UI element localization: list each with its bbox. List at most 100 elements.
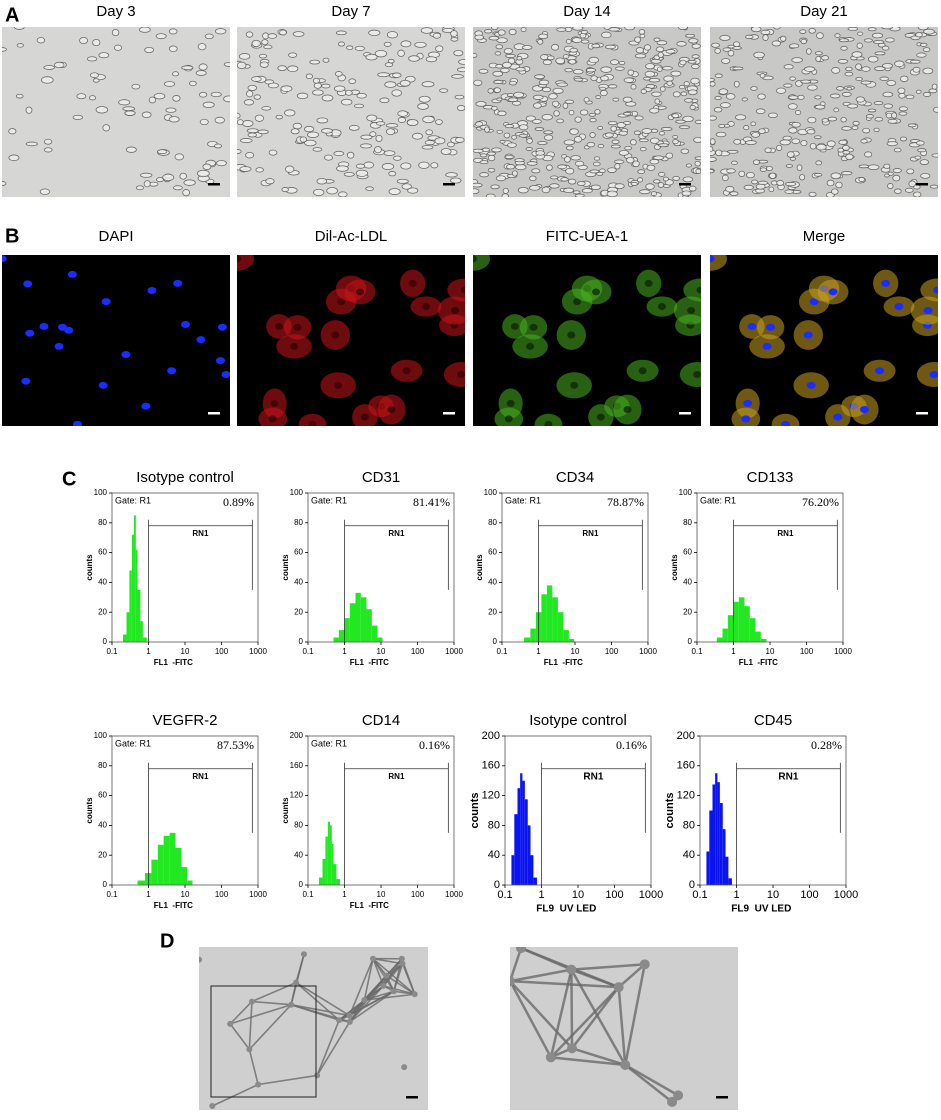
nucleus (743, 399, 753, 407)
cell (261, 39, 269, 46)
cell (894, 60, 905, 68)
cell (841, 91, 852, 97)
cell (473, 53, 478, 58)
nucleus (167, 367, 177, 375)
cell (162, 173, 175, 182)
cell (355, 169, 369, 177)
histogram-bar (755, 631, 761, 642)
cell (450, 30, 458, 38)
cell (663, 75, 674, 82)
cell (148, 96, 157, 104)
cell (693, 136, 701, 143)
cell (672, 134, 679, 139)
cell-body (447, 278, 465, 302)
y-tick-label: 40 (488, 578, 497, 587)
cell (401, 183, 412, 190)
cell (567, 178, 577, 185)
cell (672, 175, 680, 181)
cell (305, 73, 313, 80)
cell (246, 90, 254, 98)
cell (750, 121, 757, 127)
cell (813, 172, 823, 177)
histogram-bar (126, 612, 130, 642)
cell (36, 37, 46, 44)
tube (291, 1003, 350, 1017)
nucleus (809, 298, 819, 306)
cell (595, 95, 601, 100)
cell (333, 85, 346, 92)
nucleus (766, 323, 776, 331)
nucleus (923, 307, 933, 315)
histogram-bar (722, 829, 726, 885)
cell (517, 187, 529, 194)
percent-label: 0.28% (811, 738, 842, 752)
cell (710, 169, 715, 174)
cell (590, 75, 598, 82)
cell (672, 91, 681, 98)
tube (550, 1056, 626, 1067)
cell (899, 136, 908, 142)
cell (680, 148, 690, 154)
cell (779, 139, 791, 146)
cell (684, 98, 694, 103)
cell (556, 118, 564, 124)
cell (346, 151, 355, 159)
cell (691, 54, 700, 59)
node (300, 951, 307, 958)
cell (900, 75, 909, 83)
cell (767, 112, 778, 119)
x-tick-label: 1 (342, 647, 347, 656)
node (346, 1012, 353, 1019)
cell (243, 99, 255, 106)
x-tick-label: 10 (572, 889, 584, 901)
cell (729, 191, 739, 197)
cell (344, 89, 353, 96)
cell (882, 63, 894, 69)
cell (624, 27, 635, 31)
cell (397, 110, 409, 117)
cell (794, 110, 802, 115)
region-label: RN1 (777, 529, 794, 538)
cell (122, 106, 136, 112)
cell (418, 161, 430, 169)
cell (751, 132, 761, 138)
cell (496, 97, 503, 102)
x-tick-label: 0.1 (302, 647, 314, 656)
cell (689, 104, 696, 111)
histogram-bar (122, 634, 127, 642)
cell (919, 159, 930, 165)
tube (617, 963, 646, 989)
node (516, 947, 527, 954)
cell (572, 27, 584, 31)
nucleus (833, 413, 843, 421)
tube (372, 958, 416, 995)
histogram-bar (520, 773, 523, 885)
x-tick-label: 100 (800, 647, 814, 656)
cell (412, 132, 423, 140)
micrograph (2, 255, 230, 426)
cell (799, 174, 806, 181)
cell (290, 128, 300, 135)
cell (887, 183, 894, 189)
cell (511, 135, 517, 140)
cell (204, 33, 214, 40)
nucleus (173, 279, 183, 287)
cell (246, 128, 259, 134)
tube (290, 954, 305, 1005)
cell (451, 74, 464, 79)
cell (15, 93, 24, 99)
cell (580, 39, 590, 44)
y-tick-label: 40 (488, 849, 500, 861)
node (227, 1020, 234, 1027)
cell (549, 183, 560, 189)
x-tick-label: 0.1 (692, 889, 707, 901)
cell (321, 128, 333, 134)
cell (780, 35, 787, 42)
nucleus (544, 420, 553, 426)
cell (92, 38, 101, 47)
nucleus (806, 381, 816, 389)
cell (915, 32, 923, 38)
cell (360, 143, 372, 149)
cell (917, 148, 927, 153)
cell (450, 177, 462, 184)
